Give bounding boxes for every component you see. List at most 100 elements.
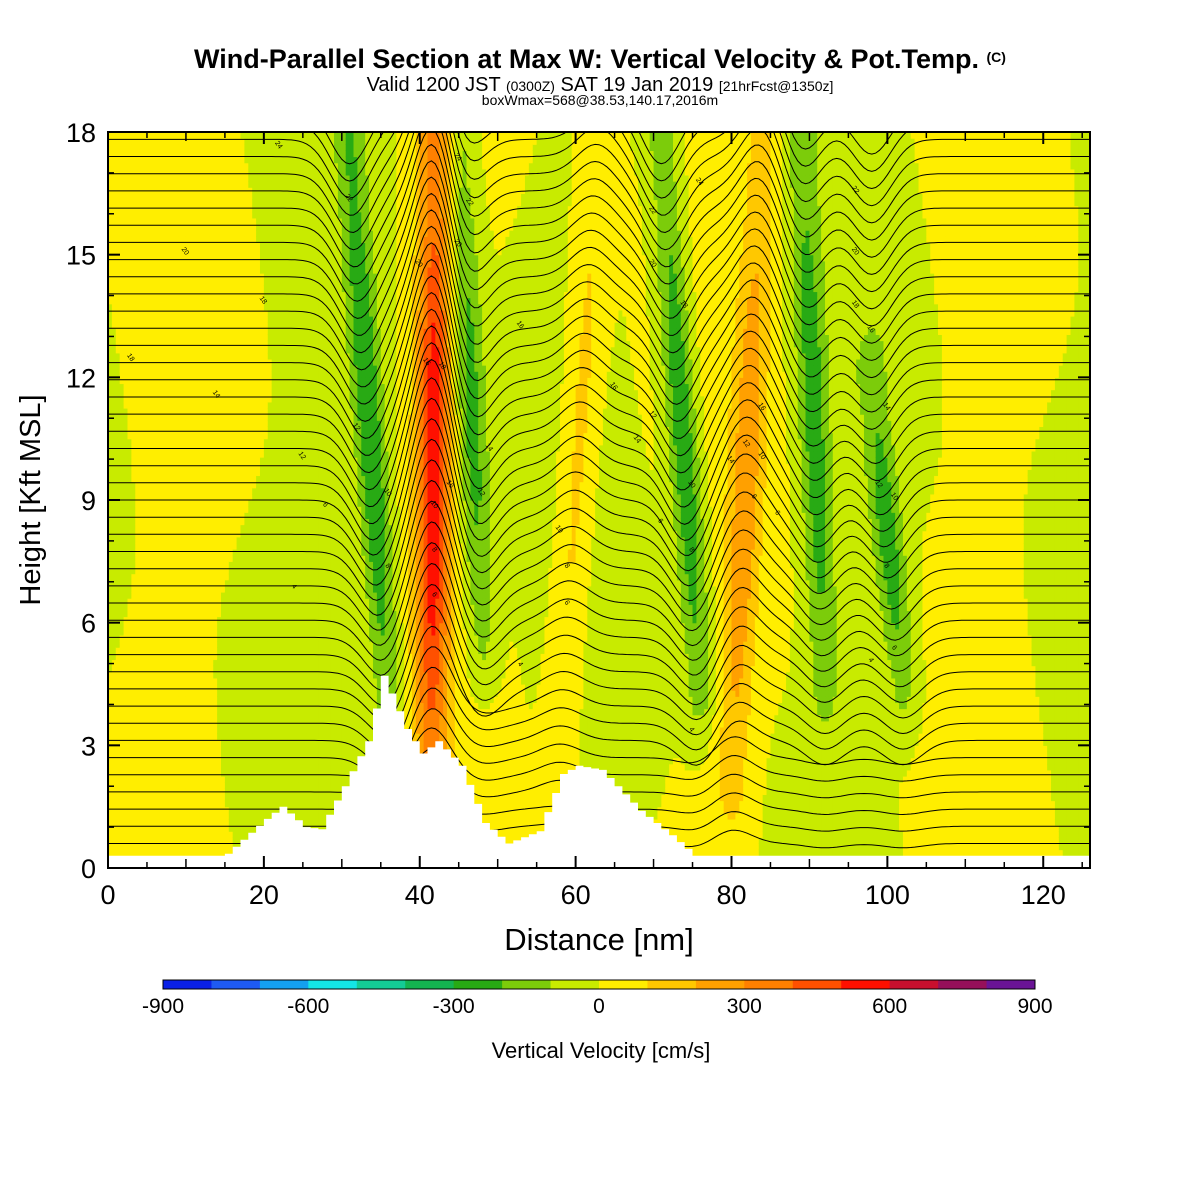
- velocity-cell: [147, 610, 152, 617]
- velocity-cell: [159, 469, 164, 476]
- velocity-cell: [159, 782, 164, 789]
- velocity-cell: [151, 764, 156, 771]
- velocity-cell: [131, 500, 136, 507]
- velocity-cell: [131, 592, 136, 599]
- velocity-cell: [151, 255, 156, 262]
- velocity-cell: [131, 249, 136, 256]
- velocity-cell: [127, 696, 132, 703]
- velocity-cell: [131, 598, 136, 605]
- velocity-cell: [120, 285, 125, 292]
- velocity-cell: [143, 592, 148, 599]
- velocity-cell: [127, 426, 132, 433]
- velocity-cell: [155, 316, 160, 323]
- velocity-cell: [124, 433, 129, 440]
- velocity-cell: [127, 261, 132, 268]
- velocity-cell: [127, 304, 132, 311]
- velocity-cell: [127, 770, 132, 777]
- velocity-cell: [155, 831, 160, 838]
- velocity-cell: [131, 672, 136, 679]
- velocity-cell: [120, 132, 125, 139]
- velocity-cell: [131, 813, 136, 820]
- velocity-cell: [116, 696, 121, 703]
- velocity-cell: [116, 629, 121, 636]
- velocity-cell: [147, 629, 152, 636]
- velocity-cell: [124, 727, 129, 734]
- velocity-cell: [127, 610, 132, 617]
- velocity-cell: [159, 365, 164, 372]
- velocity-cell: [112, 745, 117, 752]
- velocity-cell: [112, 776, 117, 783]
- velocity-cell: [147, 807, 152, 814]
- velocity-cell: [127, 334, 132, 341]
- velocity-cell: [116, 285, 121, 292]
- velocity-cell: [159, 144, 164, 151]
- velocity-cell: [155, 371, 160, 378]
- velocity-cell: [131, 604, 136, 611]
- velocity-cell: [151, 592, 156, 599]
- velocity-cell: [116, 672, 121, 679]
- velocity-cell: [143, 371, 148, 378]
- velocity-cell: [151, 193, 156, 200]
- velocity-cell: [159, 175, 164, 182]
- velocity-cell: [143, 770, 148, 777]
- velocity-cell: [116, 518, 121, 525]
- velocity-cell: [151, 439, 156, 446]
- velocity-cell: [135, 506, 140, 513]
- velocity-cell: [163, 543, 168, 550]
- velocity-cell: [124, 623, 129, 630]
- velocity-cell: [120, 230, 125, 237]
- velocity-cell: [112, 206, 117, 213]
- velocity-cell: [139, 390, 144, 397]
- velocity-cell: [135, 377, 140, 384]
- velocity-cell: [147, 586, 152, 593]
- velocity-cell: [159, 525, 164, 532]
- velocity-cell: [135, 807, 140, 814]
- velocity-cell: [131, 316, 136, 323]
- velocity-cell: [112, 328, 117, 335]
- velocity-cell: [131, 206, 136, 213]
- velocity-cell: [155, 629, 160, 636]
- velocity-cell: [127, 709, 132, 716]
- velocity-cell: [155, 758, 160, 765]
- velocity-cell: [143, 819, 148, 826]
- velocity-cell: [147, 371, 152, 378]
- velocity-cell: [151, 574, 156, 581]
- velocity-cell: [131, 193, 136, 200]
- velocity-cell: [116, 469, 121, 476]
- velocity-cell: [120, 776, 125, 783]
- velocity-cell: [139, 414, 144, 421]
- velocity-cell: [139, 279, 144, 286]
- velocity-cell: [155, 132, 160, 139]
- velocity-cell: [131, 347, 136, 354]
- velocity-cell: [120, 353, 125, 360]
- velocity-cell: [127, 390, 132, 397]
- velocity-cell: [116, 598, 121, 605]
- velocity-cell: [139, 451, 144, 458]
- velocity-cell: [135, 696, 140, 703]
- velocity-cell: [120, 279, 125, 286]
- velocity-cell: [124, 212, 129, 219]
- velocity-cell: [147, 469, 152, 476]
- velocity-cell: [139, 334, 144, 341]
- velocity-cell: [143, 475, 148, 482]
- velocity-cell: [155, 813, 160, 820]
- velocity-cell: [151, 831, 156, 838]
- velocity-cell: [127, 555, 132, 562]
- velocity-cell: [112, 347, 117, 354]
- velocity-cell: [139, 709, 144, 716]
- velocity-cell: [147, 426, 152, 433]
- velocity-cell: [147, 623, 152, 630]
- velocity-cell: [127, 469, 132, 476]
- velocity-cell: [120, 463, 125, 470]
- velocity-cell: [112, 721, 117, 728]
- velocity-cell: [131, 414, 136, 421]
- velocity-cell: [127, 316, 132, 323]
- velocity-cell: [151, 328, 156, 335]
- velocity-cell: [163, 347, 168, 354]
- velocity-cell: [127, 181, 132, 188]
- velocity-cell: [112, 629, 117, 636]
- velocity-cell: [124, 764, 129, 771]
- velocity-cell: [139, 604, 144, 611]
- velocity-cell: [131, 212, 136, 219]
- velocity-cell: [112, 561, 117, 568]
